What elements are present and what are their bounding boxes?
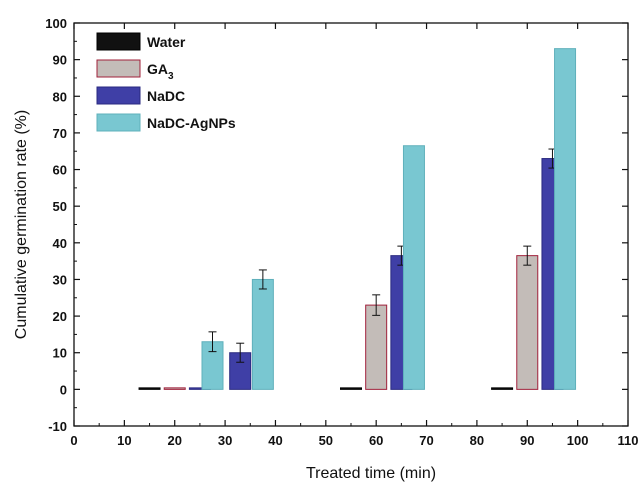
legend-label-subscript: 3: [168, 71, 174, 82]
legend-swatch: [96, 32, 141, 51]
legend-swatch: [96, 59, 141, 78]
bar-water: [138, 387, 161, 390]
y-tick-label: 60: [53, 163, 67, 178]
x-axis-title: Treated time (min): [306, 465, 436, 482]
x-tick-label: 80: [470, 433, 484, 448]
legend-label: NaDC-AgNPs: [147, 115, 236, 131]
x-tick-label: 110: [618, 433, 639, 448]
y-tick-label: 90: [53, 53, 67, 68]
legend-label: Water: [147, 34, 186, 50]
y-tick-label: 70: [53, 126, 67, 141]
legend-swatch: [96, 86, 141, 105]
x-tick-label: 20: [167, 433, 181, 448]
bar-ga3: [163, 387, 186, 390]
bar-nadc-agnps: [251, 278, 274, 390]
y-tick-label: -10: [48, 419, 67, 434]
bar-nadc-agnps: [402, 145, 425, 390]
bar-water: [340, 387, 362, 390]
x-tick-label: 40: [268, 433, 282, 448]
x-tick-label: 30: [218, 433, 232, 448]
legend-label: GA3: [147, 61, 174, 82]
x-tick-label: 70: [419, 433, 433, 448]
bar-nadc-agnps: [554, 48, 577, 390]
y-tick-label: 10: [53, 346, 67, 361]
x-tick-label: 50: [319, 433, 333, 448]
x-tick-label: 0: [70, 433, 77, 448]
x-tick-label: 90: [520, 433, 534, 448]
legend-swatch: [96, 113, 141, 132]
x-tick-label: 10: [117, 433, 131, 448]
y-tick-label: 20: [53, 309, 67, 324]
bar-ga3: [365, 304, 388, 390]
y-axis-title: Cumulative germination rate (%): [13, 110, 30, 339]
bar-water: [491, 387, 514, 390]
y-tick-label: 30: [53, 272, 67, 287]
x-tick-label: 60: [369, 433, 383, 448]
y-tick-label: 100: [45, 16, 67, 31]
y-tick-label: 80: [53, 89, 67, 104]
bar-ga3: [516, 255, 539, 390]
y-tick-label: 50: [53, 199, 67, 214]
y-tick-label: 0: [60, 382, 67, 397]
y-tick-label: 40: [53, 236, 67, 251]
legend-label: NaDC: [147, 88, 185, 104]
x-tick-label: 100: [567, 433, 589, 448]
